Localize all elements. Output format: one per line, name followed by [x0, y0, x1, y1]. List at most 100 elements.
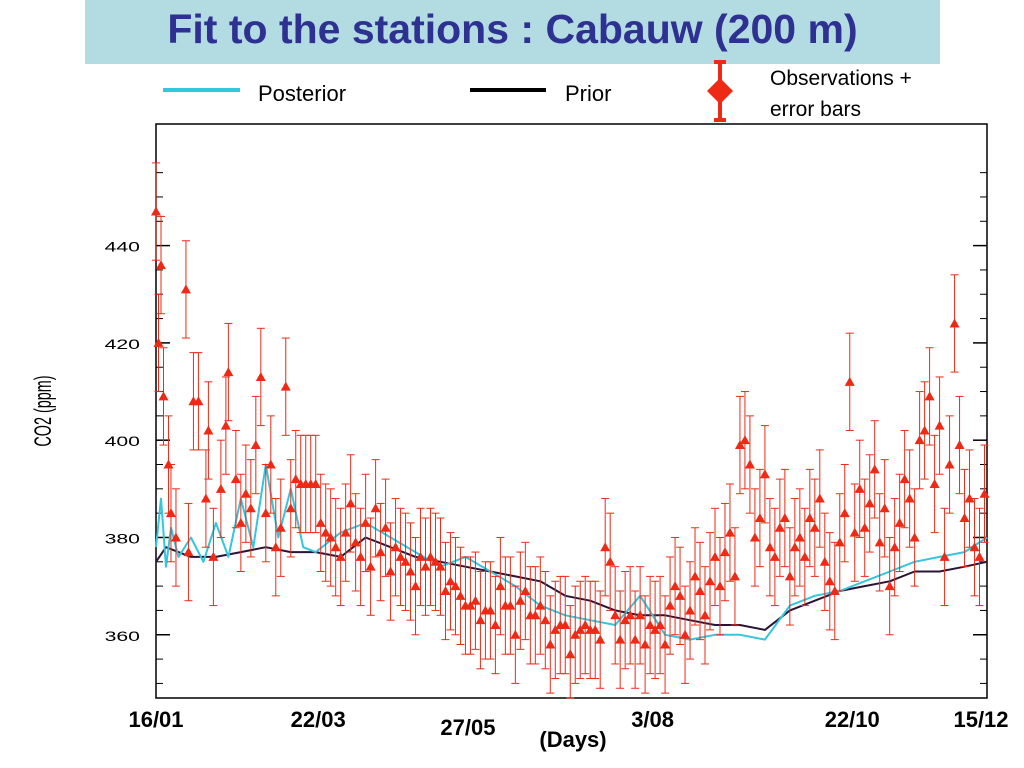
observation-point — [380, 478, 391, 577]
observation-point — [425, 507, 436, 607]
observation-point — [635, 566, 646, 665]
observation-point — [640, 595, 651, 694]
observation-point — [275, 478, 286, 577]
observation-point — [844, 332, 855, 431]
observation-point — [615, 590, 626, 689]
observation-point — [495, 536, 506, 636]
observation-point — [700, 566, 711, 665]
observation-point — [315, 473, 326, 573]
observation-point — [345, 454, 356, 553]
observation-point — [924, 347, 935, 446]
observation-point — [570, 585, 581, 684]
observation-point — [330, 498, 341, 597]
observation-point — [325, 488, 336, 587]
observation-point — [285, 459, 296, 558]
observation-point — [465, 556, 476, 655]
observation-point — [475, 571, 486, 670]
observation-point — [690, 527, 701, 626]
observation-point — [220, 376, 231, 475]
observation-point — [183, 502, 194, 602]
observation-point — [685, 561, 696, 660]
observation-point — [470, 551, 481, 650]
observation-point — [944, 415, 955, 514]
observation-point — [151, 162, 161, 261]
observation-point — [435, 517, 446, 616]
observation-point — [819, 512, 830, 611]
observation-point — [235, 473, 246, 573]
y-tick-label: 420 — [105, 337, 141, 352]
observation-point — [385, 522, 396, 621]
x-tick-label: 15/12 — [953, 707, 1008, 732]
observation-point — [490, 575, 501, 675]
observation-point — [540, 571, 551, 670]
observation-point — [914, 391, 925, 490]
observation-point — [410, 536, 421, 636]
observation-point — [949, 274, 960, 373]
observation-point — [245, 459, 256, 558]
observation-point — [719, 502, 730, 602]
y-tick-label: 440 — [105, 239, 141, 254]
x-tick-label: 22/10 — [825, 707, 880, 732]
observation-point — [954, 395, 965, 495]
observation-point — [355, 507, 366, 607]
observation-point — [240, 444, 251, 543]
observation-point — [360, 473, 371, 573]
observation-point — [665, 556, 676, 655]
observation-point — [420, 517, 431, 616]
x-tick-label: 22/03 — [291, 707, 346, 732]
observation-point — [215, 439, 226, 538]
observation-point — [650, 580, 661, 680]
observation-point — [734, 395, 745, 495]
observation-point — [929, 434, 940, 534]
observation-point — [165, 464, 176, 563]
observation-point — [350, 493, 361, 592]
observation-point — [714, 536, 725, 636]
observation-point — [203, 381, 214, 480]
observation-point — [560, 575, 571, 675]
observation-point — [565, 605, 576, 699]
slide-title: Fit to the stations : Cabauw (200 m) — [167, 6, 858, 52]
observation-point — [590, 580, 601, 680]
observation-point — [675, 546, 686, 645]
observation-point — [834, 493, 845, 592]
observation-point — [864, 454, 875, 553]
observation-point — [744, 415, 755, 514]
x-tick-label: 27/05 — [440, 715, 495, 740]
observation-point — [153, 293, 164, 393]
observation-point — [859, 478, 870, 577]
y-tick-label: 360 — [105, 629, 141, 644]
observation-point — [575, 580, 586, 680]
observation-point — [829, 541, 840, 641]
observation-point — [223, 322, 234, 422]
x-axis-label: (Days) — [539, 727, 606, 752]
observation-point — [754, 468, 765, 568]
observation-point — [455, 546, 466, 645]
observation-point — [155, 215, 166, 315]
observation-point — [729, 527, 740, 626]
observation-point — [170, 488, 181, 587]
observation-point — [974, 507, 985, 607]
observation-point — [440, 541, 451, 641]
observation-point — [759, 425, 770, 524]
observations-series — [151, 162, 990, 699]
observation-point — [270, 498, 281, 597]
observation-point — [824, 532, 835, 631]
observation-point — [375, 502, 386, 602]
observation-point — [784, 527, 795, 626]
observation-point — [769, 507, 780, 607]
observation-point — [814, 449, 825, 548]
observation-point — [158, 347, 169, 446]
observation-point — [370, 459, 381, 558]
observation-point — [610, 566, 621, 665]
observation-point — [320, 483, 331, 582]
observation-point — [889, 498, 900, 597]
observation-point — [230, 429, 241, 529]
observation-point — [620, 571, 631, 670]
observation-point — [335, 507, 346, 607]
observation-point — [749, 488, 760, 587]
x-tick-label: 16/01 — [128, 707, 183, 732]
observation-point — [919, 381, 930, 480]
observation-point — [395, 507, 406, 607]
observation-point — [680, 585, 691, 684]
